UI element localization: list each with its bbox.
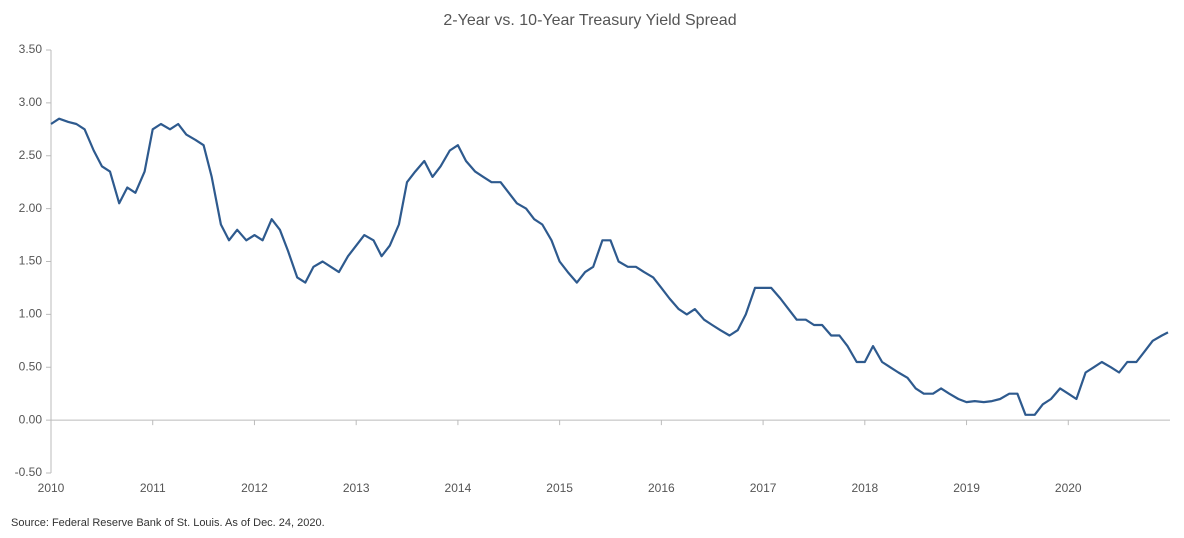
source-note: Source: Federal Reserve Bank of St. Loui… <box>11 517 325 529</box>
x-tick-label: 2011 <box>140 481 166 495</box>
x-tick-label: 2020 <box>1055 481 1082 495</box>
x-tick-label: 2010 <box>38 481 65 495</box>
chart-title: 2-Year vs. 10-Year Treasury Yield Spread <box>443 12 736 29</box>
y-tick-label: 3.00 <box>19 95 43 109</box>
x-tick-label: 2017 <box>750 481 777 495</box>
x-tick-label: 2014 <box>445 481 472 495</box>
series-line <box>50 117 1169 416</box>
y-tick-label: -0.50 <box>15 465 43 479</box>
y-tick-label: 2.50 <box>19 148 43 162</box>
y-tick-label: 3.50 <box>19 42 43 56</box>
x-tick-label: 2019 <box>953 481 980 495</box>
x-tick-label: 2015 <box>546 481 573 495</box>
y-tick-label: 0.00 <box>19 412 43 426</box>
x-tick-label: 2016 <box>648 481 675 495</box>
x-tick-label: 2013 <box>343 481 370 495</box>
y-tick-label: 2.00 <box>19 201 43 215</box>
y-tick-label: 1.00 <box>19 307 43 321</box>
x-tick-label: 2018 <box>851 481 878 495</box>
x-tick-label: 2012 <box>241 481 268 495</box>
y-tick-label: 0.50 <box>19 359 43 373</box>
y-tick-label: 1.50 <box>19 254 43 268</box>
